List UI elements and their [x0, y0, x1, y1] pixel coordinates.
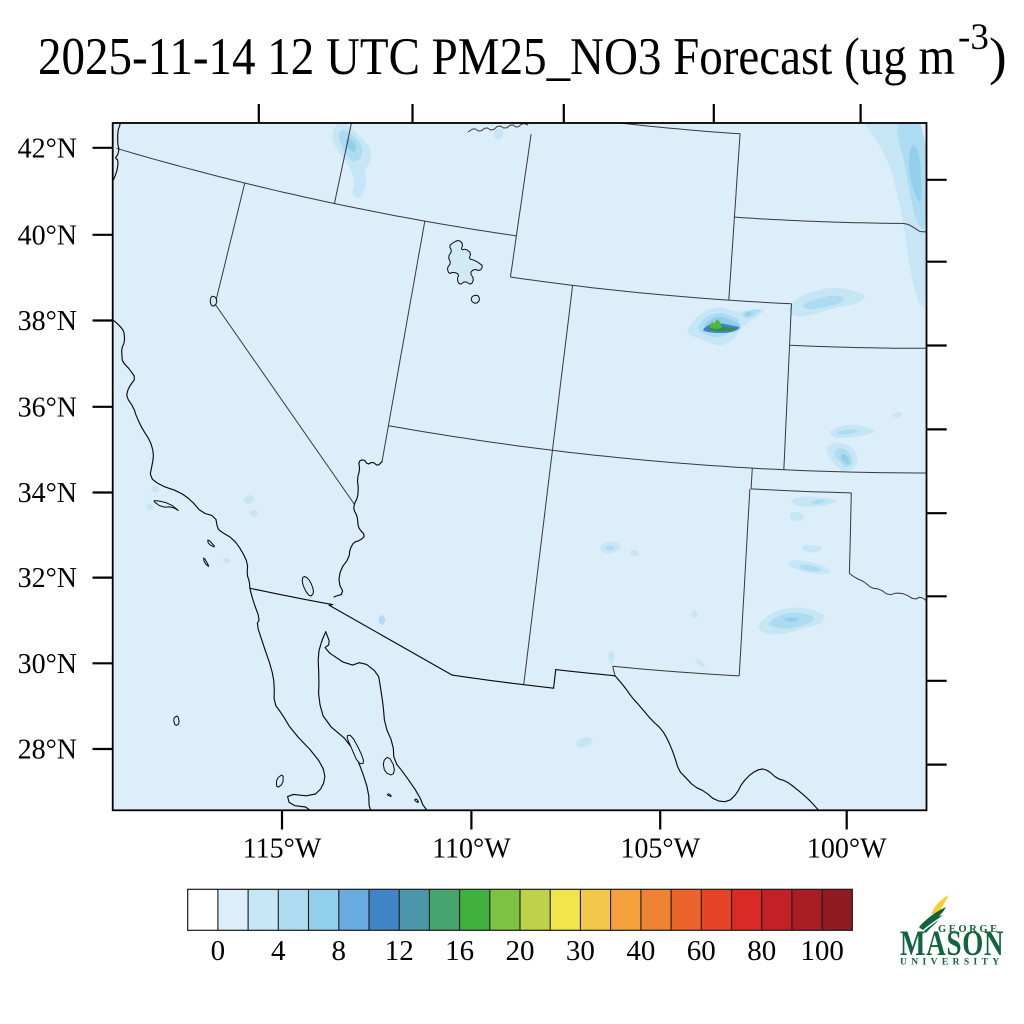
- svg-text:30°N: 30°N: [18, 649, 77, 680]
- svg-text:GEORGE: GEORGE: [938, 924, 1000, 935]
- svg-text:60: 60: [687, 935, 716, 967]
- svg-text:4: 4: [271, 935, 286, 967]
- svg-text:28°N: 28°N: [18, 735, 77, 766]
- svg-text:40: 40: [626, 935, 655, 967]
- svg-text:100°W: 100°W: [807, 834, 887, 865]
- svg-text:32°N: 32°N: [18, 563, 77, 594]
- svg-text:UNIVERSITY: UNIVERSITY: [900, 958, 1004, 968]
- svg-text:100: 100: [800, 935, 844, 967]
- svg-text:0: 0: [211, 935, 226, 967]
- svg-text:20: 20: [506, 935, 535, 967]
- svg-text:30: 30: [566, 935, 595, 967]
- svg-text:115°W: 115°W: [243, 834, 322, 865]
- svg-text:): ): [989, 28, 1007, 86]
- svg-text:MASON: MASON: [900, 923, 1004, 963]
- svg-text:110°W: 110°W: [432, 834, 511, 865]
- svg-text:40°N: 40°N: [18, 220, 77, 251]
- svg-text:8: 8: [332, 935, 347, 967]
- svg-text:80: 80: [747, 935, 776, 967]
- svg-text:34°N: 34°N: [18, 478, 77, 509]
- svg-text:12: 12: [385, 935, 414, 967]
- svg-text:16: 16: [445, 935, 474, 967]
- svg-text:38°N: 38°N: [18, 306, 77, 337]
- svg-text:36°N: 36°N: [18, 392, 77, 423]
- svg-text:-3: -3: [958, 17, 989, 58]
- svg-text:105°W: 105°W: [620, 834, 700, 865]
- svg-text:42°N: 42°N: [18, 133, 77, 164]
- svg-text:2025-11-14 12 UTC PM25_NO3 For: 2025-11-14 12 UTC PM25_NO3 Forecast (ug …: [38, 28, 955, 86]
